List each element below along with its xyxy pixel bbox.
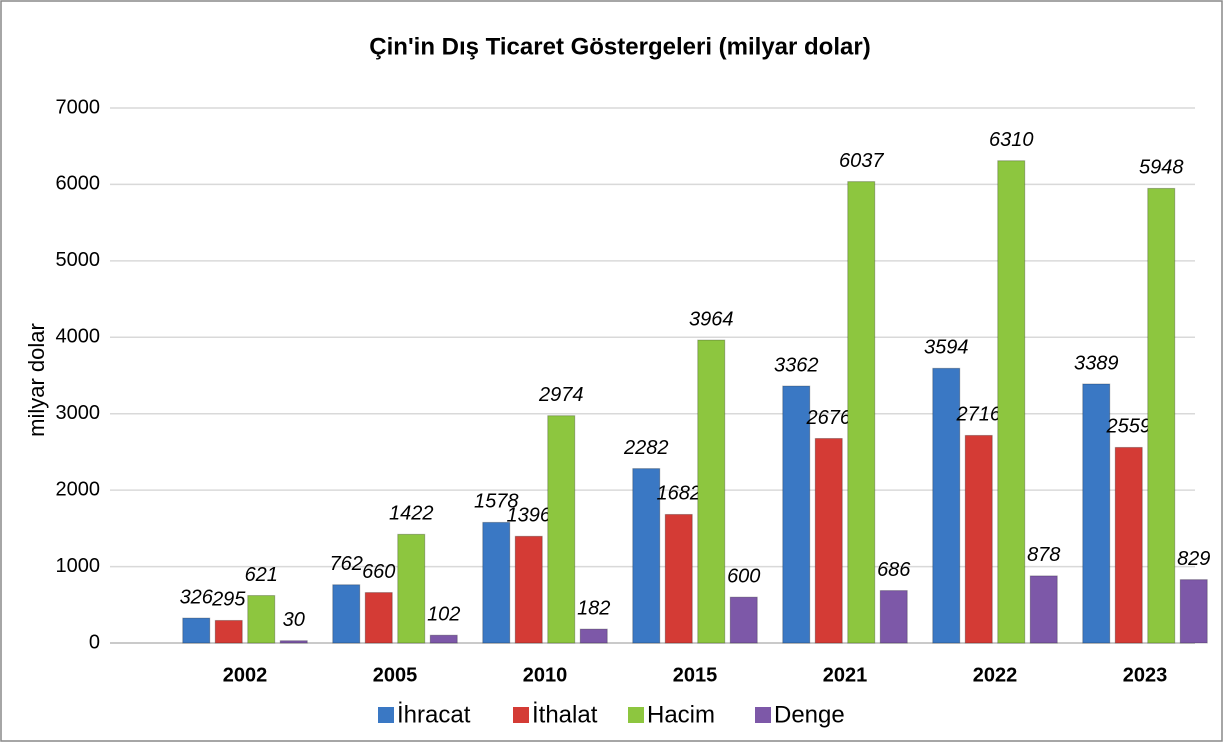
bar <box>847 181 876 644</box>
bar <box>514 535 543 644</box>
data-label: 621 <box>245 564 278 586</box>
bar <box>547 415 576 644</box>
data-label: 30 <box>283 609 305 631</box>
data-label: 600 <box>727 565 760 587</box>
bar <box>997 160 1026 644</box>
y-tick-label: 5000 <box>56 249 101 271</box>
x-tick-label: 2010 <box>523 664 568 686</box>
y-tick-label: 4000 <box>56 326 101 348</box>
bar <box>332 584 361 644</box>
legend-swatch <box>513 707 529 723</box>
data-label: 3594 <box>924 337 969 359</box>
x-tick-label: 2022 <box>973 664 1018 686</box>
legend-swatch <box>628 707 644 723</box>
legend-label: İthalat <box>532 701 598 728</box>
bar <box>964 434 993 644</box>
data-label: 1396 <box>507 505 552 527</box>
x-tick-label: 2002 <box>223 664 268 686</box>
bar <box>1082 383 1111 644</box>
bar <box>782 385 811 644</box>
data-label: 3964 <box>689 308 734 330</box>
legend-label: Hacim <box>647 701 715 728</box>
data-label: 878 <box>1027 544 1060 566</box>
bar <box>429 634 458 644</box>
data-label: 6037 <box>839 150 884 172</box>
data-label: 3362 <box>774 354 819 376</box>
bar <box>579 628 608 644</box>
data-label: 182 <box>577 597 610 619</box>
bar <box>397 533 426 644</box>
y-tick-label: 0 <box>89 631 100 653</box>
bar <box>214 619 243 644</box>
x-tick-label: 2023 <box>1123 664 1168 686</box>
data-label: 2676 <box>806 407 852 429</box>
bar <box>182 617 211 644</box>
data-label: 1578 <box>474 491 519 513</box>
legend-swatch <box>755 707 771 723</box>
data-label: 295 <box>211 589 246 611</box>
data-label: 2559 <box>1106 416 1152 438</box>
bar <box>482 521 511 644</box>
chart-title: Çin'in Dış Ticaret Göstergeleri (milyar … <box>369 33 870 60</box>
bar <box>1029 575 1058 644</box>
data-label: 326 <box>180 586 214 608</box>
data-label: 6310 <box>989 129 1034 151</box>
data-label: 762 <box>330 553 363 575</box>
y-tick-label: 2000 <box>56 478 101 500</box>
data-label: 102 <box>427 603 460 625</box>
bar <box>1114 446 1143 644</box>
y-tick-label: 3000 <box>56 402 101 424</box>
bar <box>1147 187 1176 644</box>
bar <box>279 640 308 644</box>
bar <box>932 367 961 644</box>
x-tick-label: 2021 <box>823 664 868 686</box>
data-label: 1422 <box>389 503 434 525</box>
data-label: 3389 <box>1074 352 1119 374</box>
data-label: 5948 <box>1139 157 1184 179</box>
bar <box>247 595 276 644</box>
y-axis-title: milyar dolar <box>24 323 49 437</box>
data-label: 686 <box>877 559 911 581</box>
bar <box>364 592 393 644</box>
bar <box>664 513 693 644</box>
bar <box>814 437 843 644</box>
x-tick-label: 2015 <box>673 664 718 686</box>
y-tick-label: 6000 <box>56 173 101 195</box>
bar <box>697 339 726 644</box>
y-tick-label: 7000 <box>56 96 101 118</box>
y-tick-label: 1000 <box>56 555 101 577</box>
data-label: 1682 <box>657 483 702 505</box>
bar <box>729 596 758 644</box>
legend-label: Denge <box>774 701 845 728</box>
data-label: 660 <box>362 561 395 583</box>
bar <box>1179 579 1208 644</box>
legend-swatch <box>378 707 394 723</box>
data-label: 2716 <box>956 404 1002 426</box>
data-label: 829 <box>1177 548 1210 570</box>
data-label: 2282 <box>623 437 669 459</box>
bar <box>879 590 908 644</box>
data-label: 2974 <box>538 384 584 406</box>
x-tick-label: 2005 <box>373 664 418 686</box>
legend-label: İhracat <box>397 701 471 728</box>
bar <box>632 468 661 644</box>
